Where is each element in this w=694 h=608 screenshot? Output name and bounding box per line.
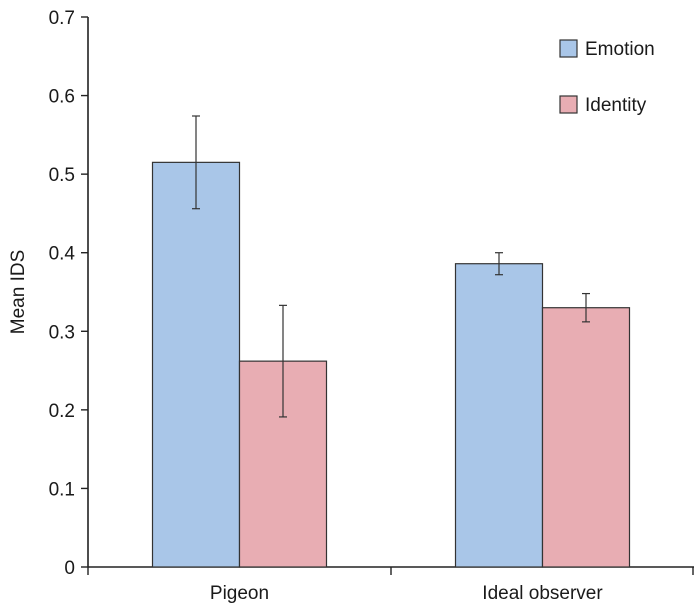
legend-label-emotion: Emotion	[585, 39, 655, 60]
legend-label-identity: Identity	[585, 95, 647, 116]
y-tick-label: 0.2	[49, 401, 75, 422]
bar-emotion-pigeon	[151, 161, 241, 568]
bar-identity-ideal-observer	[541, 307, 631, 568]
y-tick-label: 0.7	[49, 8, 75, 29]
y-tick-label: 0.1	[49, 479, 75, 500]
bar-emotion-ideal-observer	[454, 263, 544, 568]
y-tick-label: 0.3	[49, 322, 75, 343]
legend: Emotion Identity	[559, 39, 655, 116]
axes: 0 0.1 0.2 0.3 0.4 0.5 0.6 0.7 Pigeon Ideal observ…	[49, 8, 694, 604]
y-tick-label: 0	[64, 558, 75, 579]
x-category-label: Pigeon	[210, 583, 269, 604]
y-tick-label: 0.5	[49, 165, 75, 186]
y-axis-title: Mean IDS	[8, 250, 29, 334]
legend-swatch-emotion	[559, 39, 578, 58]
y-tick-label: 0.4	[49, 244, 76, 265]
legend-swatch-identity	[559, 95, 578, 114]
y-tick-label: 0.6	[49, 87, 75, 108]
bars	[151, 161, 631, 568]
x-category-label: Ideal observer	[482, 583, 603, 604]
error-bars	[192, 115, 590, 418]
